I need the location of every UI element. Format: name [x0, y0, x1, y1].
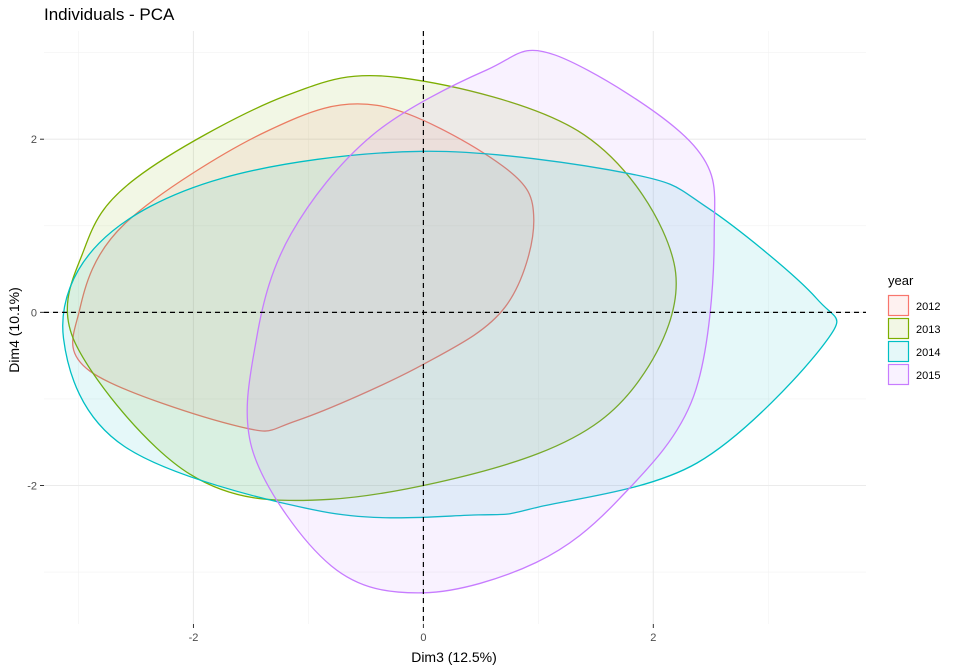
chart-title: Individuals - PCA: [44, 5, 175, 24]
legend-key-bg-2012: [888, 295, 909, 316]
legend-key-bg-2015: [888, 364, 909, 385]
legend-key-bg-2013: [888, 318, 909, 339]
legend-title: year: [888, 273, 914, 288]
ellipse-2013: [66, 74, 677, 502]
y-tick-label: 2: [31, 134, 37, 146]
legend: year 2012 2013 2014 2015: [887, 273, 940, 386]
legend-key-2014: [887, 340, 910, 363]
x-tick-label: 2: [650, 632, 656, 644]
legend-key-2012: [887, 294, 910, 317]
y-axis-title: Dim4 (10.1%): [6, 287, 22, 373]
ellipse-2012: [72, 103, 535, 432]
ellipse-2014: [62, 150, 838, 519]
reference-lines: [44, 31, 866, 624]
axis-ticks: -2 0 2 -2 0 2: [27, 134, 656, 644]
ellipses: [62, 49, 838, 594]
y-tick-label: 0: [31, 307, 37, 319]
legend-key-2013: [887, 317, 910, 340]
legend-key-2015: [887, 363, 910, 386]
legend-label-2012: 2012: [916, 301, 940, 313]
legend-label-2013: 2013: [916, 324, 940, 336]
legend-key-bg-2014: [888, 341, 909, 362]
ellipse-2015: [246, 49, 716, 594]
legend-label-2014: 2014: [916, 347, 940, 359]
x-tick-label: 0: [420, 632, 426, 644]
legend-label-2015: 2015: [916, 370, 940, 382]
y-tick-label: -2: [27, 480, 37, 492]
x-tick-label: -2: [189, 632, 199, 644]
x-axis-title: Dim3 (12.5%): [411, 649, 497, 665]
